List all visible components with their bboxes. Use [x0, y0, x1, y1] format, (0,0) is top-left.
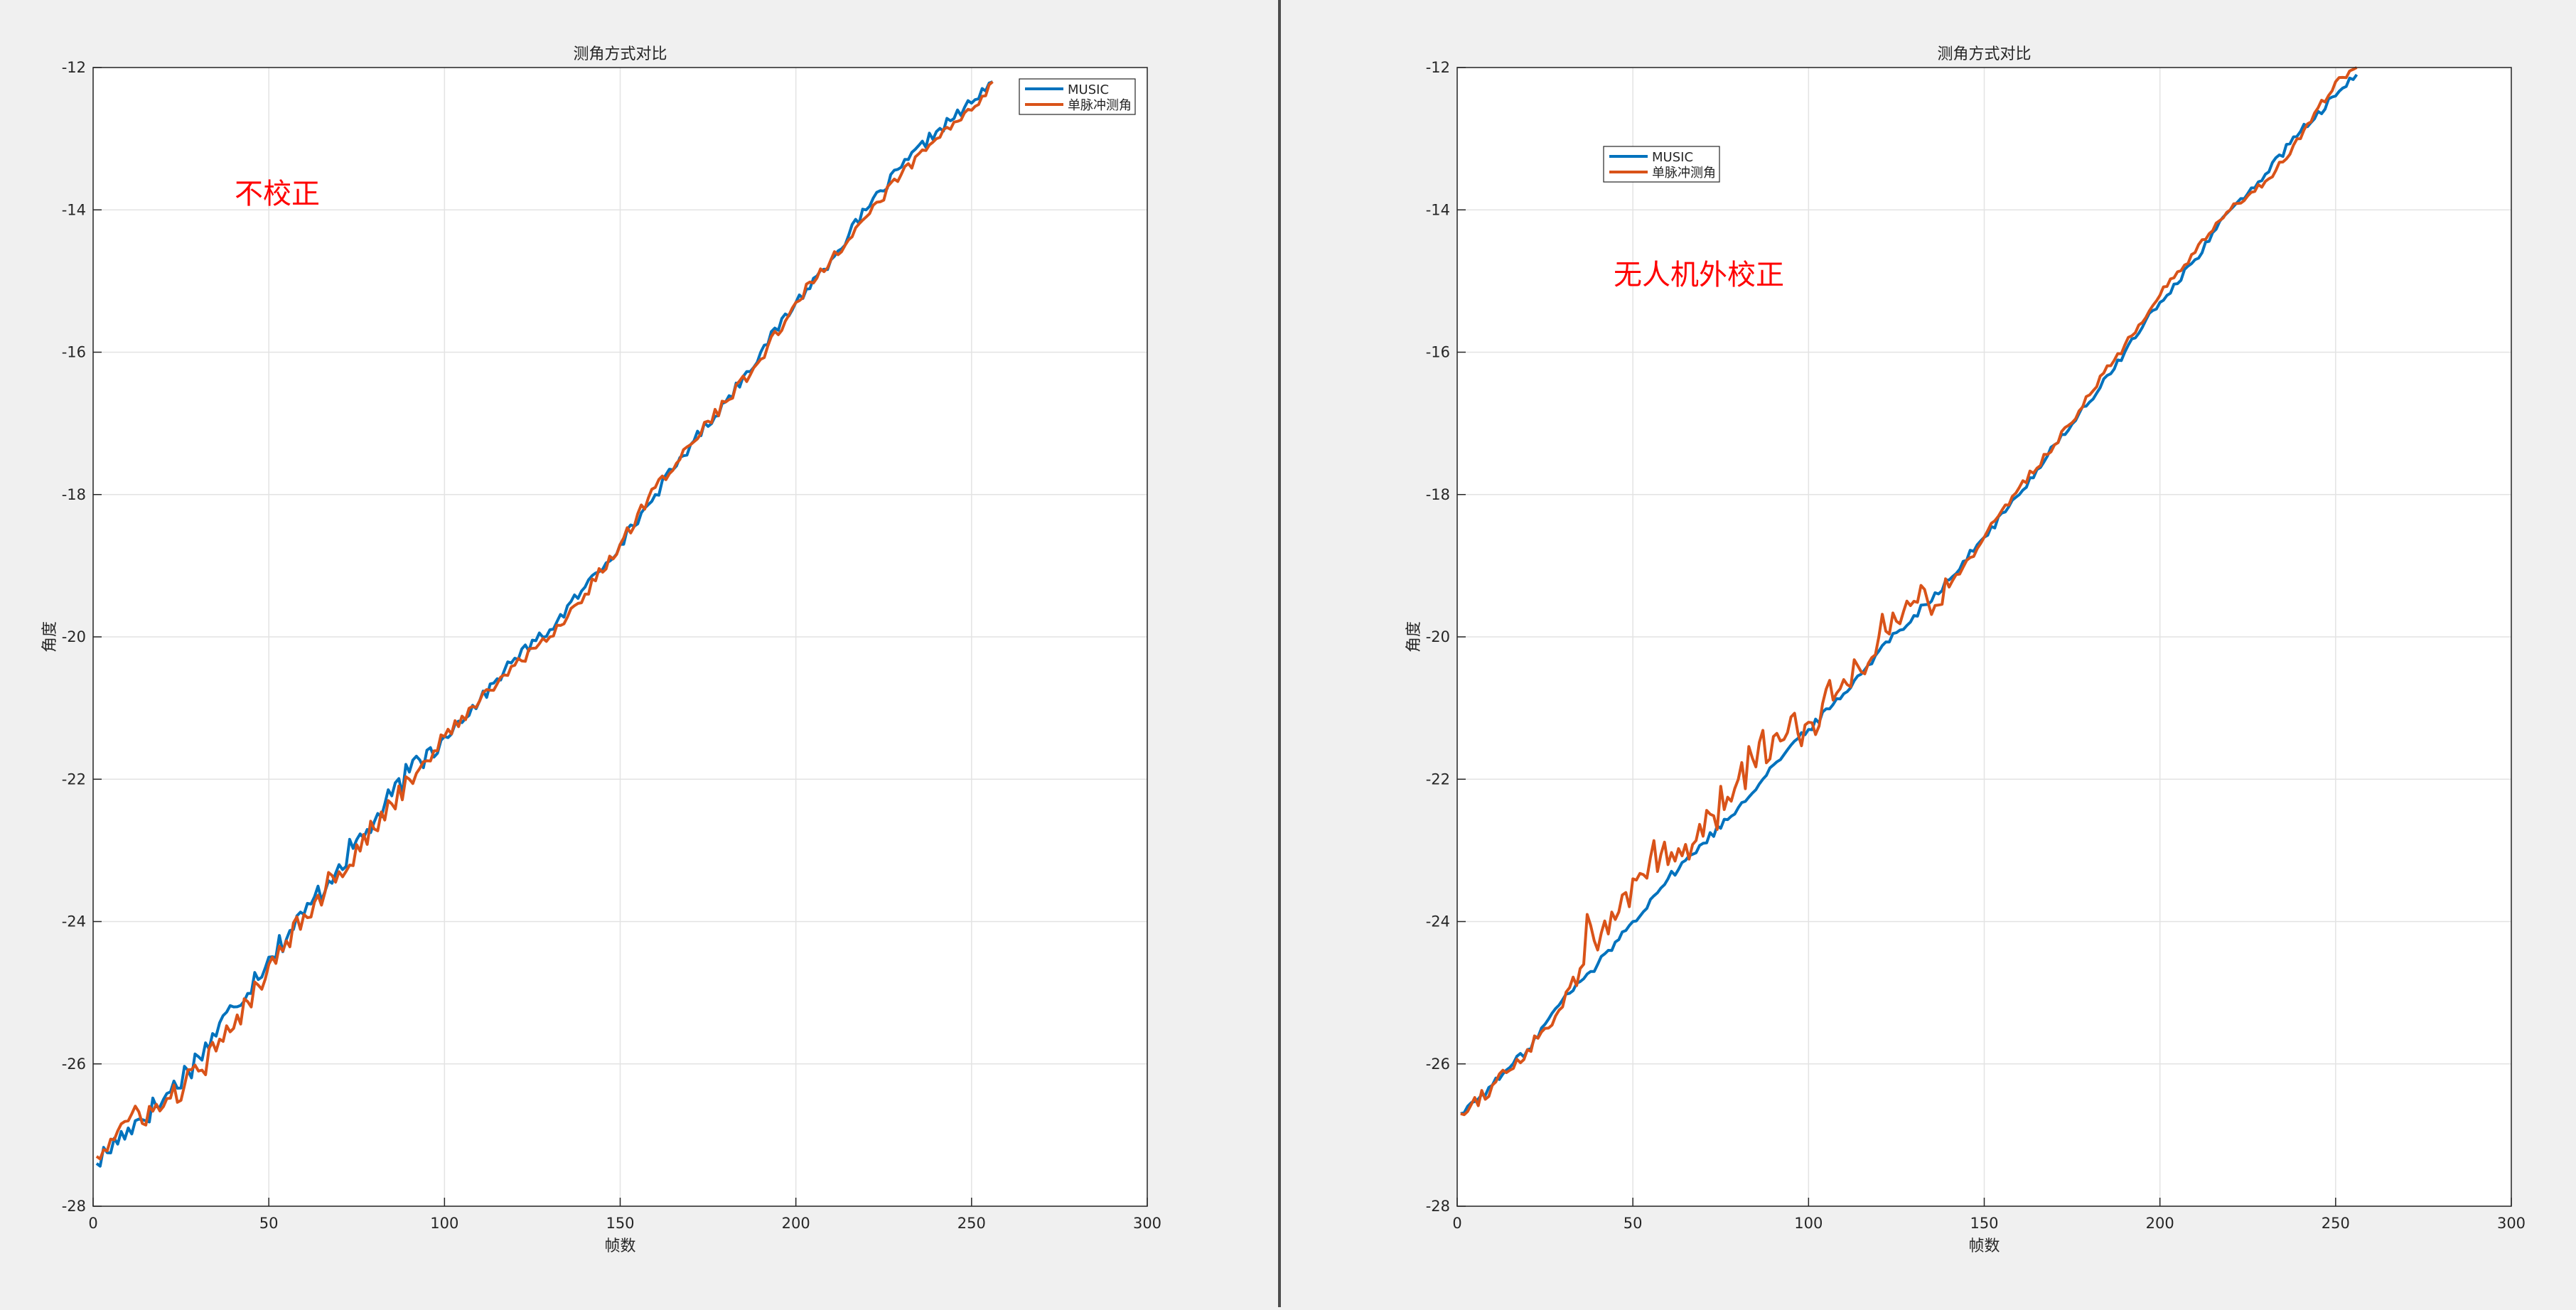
- right-series-lines: [1460, 66, 2358, 1117]
- x-tick-label: 200: [782, 1215, 810, 1232]
- right-y-axis-label: 角度: [1405, 621, 1423, 653]
- y-tick-label: -20: [1426, 628, 1450, 645]
- y-tick-label: -22: [62, 771, 86, 788]
- y-tick-label: -14: [1426, 201, 1450, 218]
- right-plot: 0 50 100 150 200 250 300 -12 -14 -16 -18 -20 -22 -24 -…: [1405, 45, 2526, 1255]
- x-tick-label: 250: [2322, 1215, 2350, 1232]
- x-tick-label: 150: [1970, 1215, 1998, 1232]
- series-line-monopulse: [1460, 66, 2358, 1117]
- right-legend[interactable]: MUSIC 单脉冲测角: [1603, 146, 1720, 183]
- left-legend-box: [1019, 78, 1136, 115]
- right-annotation: 无人机外校正: [1614, 259, 1784, 291]
- x-tick-label: 300: [1133, 1215, 1161, 1232]
- y-tick-label: -22: [1426, 771, 1450, 788]
- left-series-lines: [95, 80, 994, 1168]
- x-tick-label: 0: [1452, 1215, 1461, 1232]
- y-tick-label: -24: [1426, 913, 1450, 930]
- left-legend[interactable]: MUSIC 单脉冲测角: [1019, 78, 1136, 115]
- left-plot: 0 50 100 150 200 250 300 -12 -14 -16 -18 -20 -22 -24 -…: [41, 45, 1161, 1255]
- left-annotation: 不校正: [235, 178, 320, 210]
- y-tick-label: -28: [62, 1198, 86, 1215]
- y-tick-label: -24: [62, 913, 86, 930]
- left-ticks: 0 50 100 150 200 250 300 -12 -14 -16 -18 -20 -22 -24 -…: [62, 59, 1161, 1232]
- y-tick-label: -14: [62, 201, 86, 218]
- x-tick-label: 50: [259, 1215, 279, 1232]
- x-tick-label: 50: [1624, 1215, 1643, 1232]
- right-legend-label-monopulse: 单脉冲测角: [1652, 166, 1716, 181]
- y-tick-label: -28: [1426, 1198, 1450, 1215]
- y-tick-label: -20: [62, 628, 86, 645]
- x-tick-label: 100: [1794, 1215, 1823, 1232]
- left-x-axis-label: 帧数: [604, 1237, 635, 1255]
- y-tick-label: -26: [62, 1056, 86, 1073]
- left-y-axis-label: 角度: [41, 621, 59, 653]
- x-tick-label: 150: [606, 1215, 634, 1232]
- series-line-music: [1460, 73, 2358, 1115]
- right-legend-label-music: MUSIC: [1652, 150, 1693, 165]
- y-tick-label: -16: [62, 344, 86, 361]
- left-chart-title: 测角方式对比: [573, 45, 667, 63]
- x-tick-label: 200: [2146, 1215, 2174, 1232]
- series-line-monopulse: [95, 80, 994, 1161]
- y-tick-label: -18: [62, 486, 86, 503]
- y-tick-label: -12: [1426, 59, 1450, 76]
- right-x-axis-label: 帧数: [1968, 1237, 2000, 1255]
- right-legend-box: [1603, 146, 1720, 183]
- left-legend-label-monopulse: 单脉冲测角: [1068, 98, 1132, 113]
- x-tick-label: 300: [2497, 1215, 2526, 1232]
- x-tick-label: 100: [430, 1215, 458, 1232]
- y-tick-label: -12: [62, 59, 86, 76]
- left-legend-label-music: MUSIC: [1068, 82, 1109, 97]
- y-tick-label: -18: [1426, 486, 1450, 503]
- right-chart-title: 测角方式对比: [1937, 45, 2031, 63]
- y-tick-label: -16: [1426, 344, 1450, 361]
- x-tick-label: 250: [957, 1215, 986, 1232]
- y-tick-label: -26: [1426, 1056, 1450, 1073]
- right-ticks: 0 50 100 150 200 250 300 -12 -14 -16 -18 -20 -22 -24 -…: [1426, 59, 2526, 1232]
- x-tick-label: 0: [88, 1215, 97, 1232]
